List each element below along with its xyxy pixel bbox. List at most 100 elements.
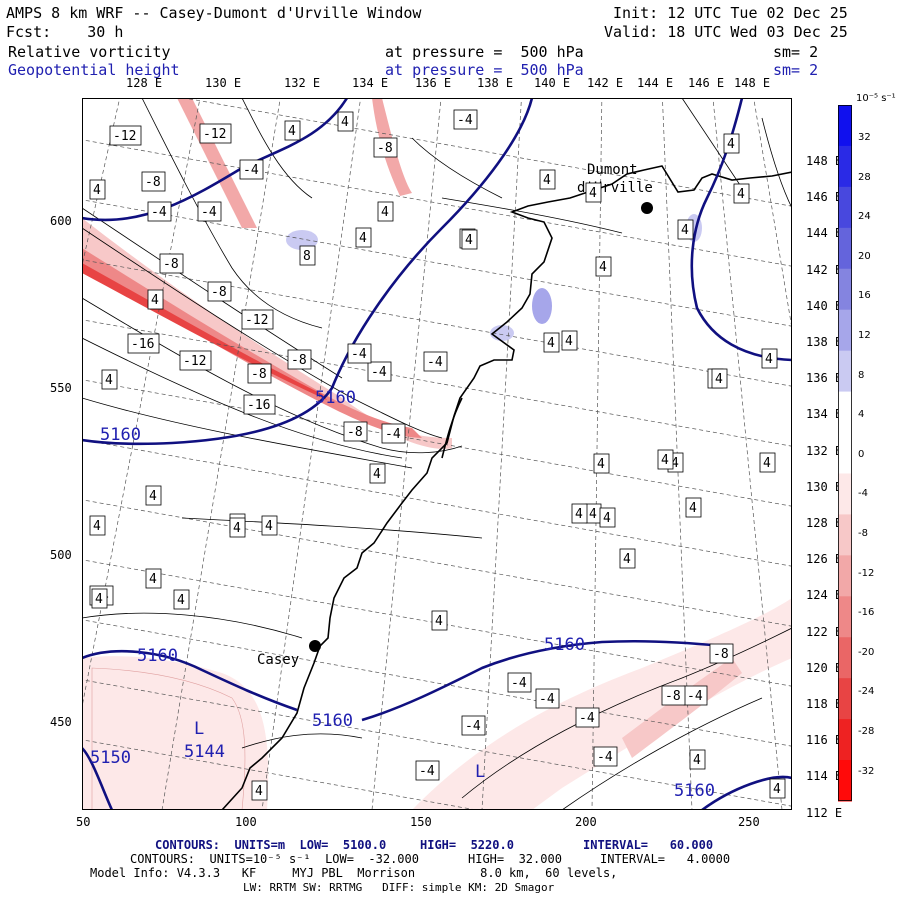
positive-vorticity-label: 4 — [671, 456, 679, 471]
negative-vorticity-label-box — [147, 201, 172, 222]
negative-vorticity-label: -4 — [539, 692, 555, 707]
colorbar-tick-label: -24 — [858, 686, 875, 698]
negative-vorticity-label-box — [453, 109, 478, 130]
right-graticule-label: 140 E — [806, 298, 843, 313]
negative-vorticity-label-box — [241, 309, 274, 330]
positive-vorticity-label-box — [689, 749, 706, 770]
positive-vorticity-label: 4 — [95, 592, 103, 607]
height-contour-label: 5150 — [90, 748, 131, 768]
x-axis-tick-label: 50 — [76, 815, 91, 829]
negative-vorticity-label: -12 — [203, 127, 226, 142]
height-contour-label: 5160 — [674, 781, 715, 801]
positive-vorticity-label-box — [685, 497, 702, 518]
negative-vorticity-label: -4 — [419, 764, 435, 779]
top-lon-label: 140 E — [534, 76, 571, 90]
negative-vorticity-label-box — [415, 760, 440, 781]
positive-vorticity-label-box — [677, 219, 694, 240]
colorbar-tick-label: -4 — [858, 488, 868, 500]
negative-vorticity-label: -8 — [145, 175, 161, 190]
positive-vorticity-label: 4 — [265, 519, 273, 534]
negative-vorticity-label-box — [127, 333, 160, 354]
positive-vorticity-label-box — [173, 589, 190, 610]
height-contour-label: 5160 — [544, 635, 585, 655]
positive-vorticity-label: 4 — [597, 457, 605, 472]
negative-vorticity-label: -4 — [201, 205, 217, 220]
positive-vorticity-label: 4 — [105, 373, 113, 388]
right-graticule-label: 126 E — [806, 552, 843, 567]
positive-vorticity-label: 4 — [565, 334, 573, 349]
positive-vorticity-label-box — [539, 169, 556, 190]
height-labels: 5160 5160 5160 5160 5160 5160 5150 5144 L L — [90, 388, 715, 801]
positive-vorticity-label-box — [147, 289, 164, 310]
colorbar-tick-label: 4 — [858, 409, 865, 421]
positive-vorticity-label: 4 — [623, 552, 631, 567]
positive-vorticity-label-box — [145, 485, 162, 506]
positive-vorticity-label: 4 — [737, 187, 745, 202]
positive-vorticity-label: 4 — [689, 501, 697, 516]
low-center-marker: L — [475, 762, 485, 782]
positive-vorticity-label-box — [593, 453, 610, 474]
colorbar-tick-label: -16 — [858, 607, 875, 619]
negative-vorticity-label: -16 — [131, 337, 154, 352]
negative-vorticity-label: -8 — [211, 285, 227, 300]
negative-vorticity-label: -8 — [163, 257, 179, 272]
top-lon-label: 138 E — [477, 76, 514, 90]
top-lon-label: 130 E — [205, 76, 242, 90]
negative-vorticity-label: -12 — [245, 313, 268, 328]
x-axis-tick-label: 200 — [575, 815, 597, 829]
colorbar-swatch — [838, 678, 852, 720]
top-lon-label: 142 E — [587, 76, 624, 90]
field2-name: Geopotential height — [8, 61, 180, 79]
colorbar-swatch — [838, 227, 852, 270]
right-graticule-label: 132 E — [806, 443, 843, 458]
positive-vorticity-label-box — [619, 548, 636, 569]
colorbar-frame — [838, 105, 852, 801]
negative-vorticity-label: -8 — [251, 367, 267, 382]
positive-vorticity-label-box — [377, 201, 394, 222]
positive-vorticity-label-box — [431, 610, 448, 631]
casey-station-marker — [309, 640, 321, 652]
positive-vorticity-label-box — [571, 503, 588, 524]
colorbar-tick-label: 24 — [858, 211, 871, 223]
right-graticule-label: 112 E — [806, 805, 843, 820]
colorbar-swatch — [838, 268, 852, 311]
positive-vorticity-label-box — [759, 452, 776, 473]
positive-vorticity-label: 4 — [773, 782, 781, 797]
negative-vorticity-label-box — [199, 123, 232, 144]
negative-vorticity-label-box — [347, 343, 372, 364]
contours-vorticity-info: CONTOURS: UNITS=10⁻⁵ s⁻¹ LOW= -32.000 — [130, 852, 419, 866]
y-axis-tick-label: 450 — [50, 715, 72, 729]
colorbar-tick-label: 16 — [858, 290, 871, 302]
colorbar-tick-label: 28 — [858, 171, 871, 183]
top-lon-label: 146 E — [688, 76, 725, 90]
forecast-hour: Fcst: 30 h — [6, 23, 124, 41]
y-axis-tick-label: 600 — [50, 214, 72, 228]
positive-vorticity-label: 4 — [233, 521, 241, 536]
negative-vorticity-label: -4 — [511, 676, 527, 691]
positive-vorticity-label-box — [91, 588, 108, 609]
right-graticule-label: 120 E — [806, 660, 843, 675]
positive-vorticity-label: 4 — [149, 489, 157, 504]
positive-vorticity-label-box — [761, 348, 778, 369]
top-lon-label: 136 E — [415, 76, 452, 90]
x-axis-tick-label: 250 — [738, 815, 760, 829]
colorbar-tick-label: 12 — [858, 330, 871, 341]
positive-vorticity-label: 4 — [149, 572, 157, 587]
negative-vorticity-label-box — [423, 351, 448, 372]
field1-level: at pressure = 500 hPa — [385, 43, 584, 61]
negative-vorticity-label: -8 — [347, 425, 363, 440]
negative-vorticity-label-box — [159, 253, 184, 274]
positive-vorticity-label: 4 — [589, 186, 597, 201]
height-contour-label: 5160 — [137, 646, 178, 666]
top-lon-label: 128 E — [126, 76, 163, 90]
x-axis-tick-label: 100 — [235, 815, 257, 829]
positive-vorticity-label-box — [89, 515, 106, 536]
negative-vorticity-label: -12 — [183, 354, 206, 369]
colorbar-swatch — [838, 432, 852, 474]
colorbar-swatch — [838, 309, 852, 352]
colorbar-swatch — [838, 514, 852, 556]
negative-vorticity-label-box — [461, 715, 486, 736]
colorbar-swatch — [838, 637, 852, 679]
negative-vorticity-label-box — [373, 137, 398, 158]
colorbar-swatch — [838, 186, 852, 229]
